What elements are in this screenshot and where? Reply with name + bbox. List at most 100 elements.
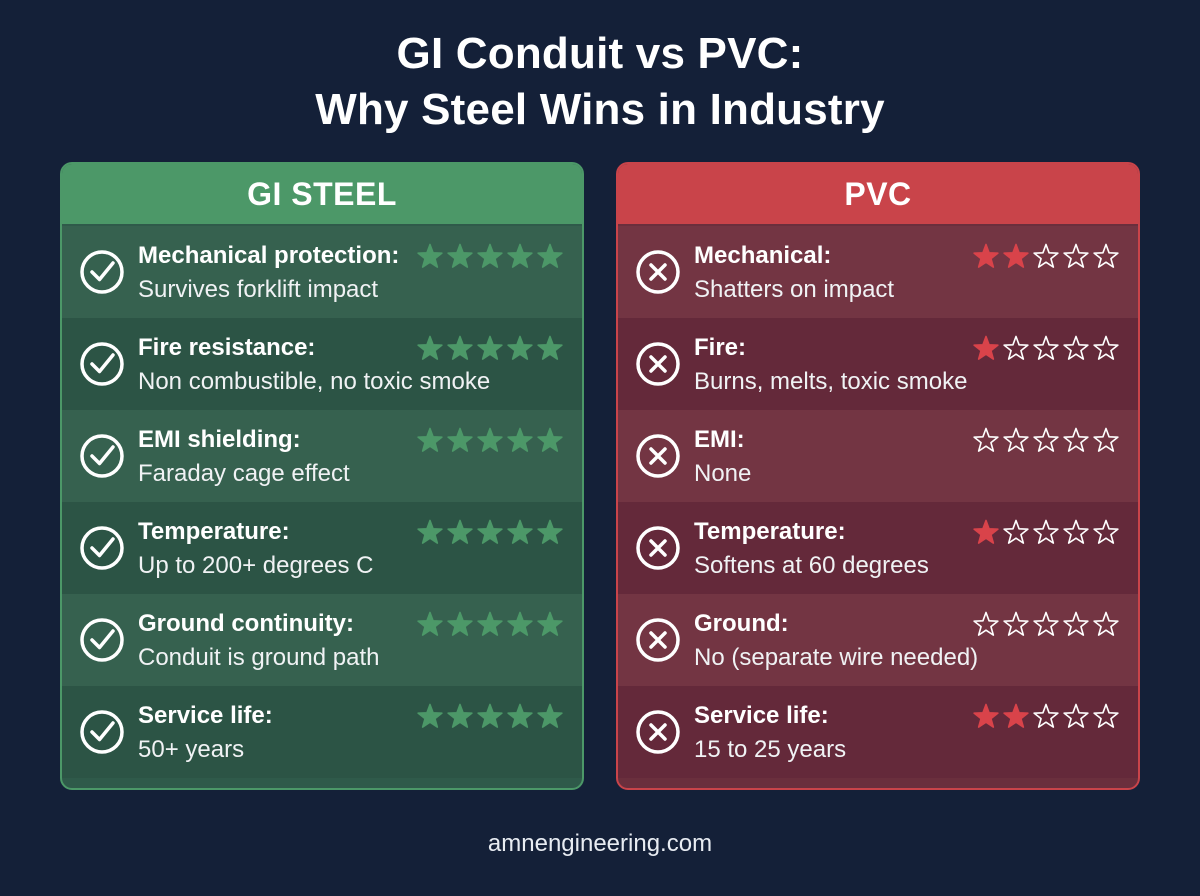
filled-star-icon bbox=[973, 519, 999, 544]
empty-star-icon bbox=[1063, 427, 1089, 452]
filled-star-icon bbox=[537, 335, 563, 360]
pvc-panel: PVC Mechanical: Shatters on impact Fire: Bu… bbox=[616, 162, 1140, 790]
empty-star-icon bbox=[1063, 243, 1089, 268]
x-circle-icon bbox=[636, 342, 680, 386]
star-rating bbox=[972, 426, 1120, 456]
filled-star-icon bbox=[537, 427, 563, 452]
row-description: None bbox=[694, 460, 752, 487]
comparison-row: Fire resistance: Non combustible, no toxi… bbox=[62, 318, 582, 410]
check-circle-icon bbox=[80, 618, 124, 662]
empty-star-icon bbox=[1093, 243, 1119, 268]
filled-star-icon bbox=[417, 703, 443, 728]
filled-star-icon bbox=[447, 519, 473, 544]
panel-header-pvc: PVC bbox=[618, 164, 1138, 224]
empty-star-icon bbox=[973, 427, 999, 452]
star-rating bbox=[972, 518, 1120, 548]
star-rating bbox=[972, 610, 1120, 640]
filled-star-icon bbox=[417, 335, 443, 360]
filled-star-icon bbox=[477, 611, 503, 636]
x-circle-icon bbox=[636, 526, 680, 570]
empty-star-icon bbox=[1003, 427, 1029, 452]
row-label: Fire resistance: bbox=[138, 334, 316, 361]
check-circle-icon bbox=[80, 526, 124, 570]
row-description: Burns, melts, toxic smoke bbox=[694, 368, 968, 395]
empty-star-icon bbox=[1033, 611, 1059, 636]
row-label: Service life: bbox=[694, 702, 829, 729]
filled-star-icon bbox=[477, 335, 503, 360]
filled-star-icon bbox=[447, 611, 473, 636]
filled-star-icon bbox=[1003, 243, 1029, 268]
empty-star-icon bbox=[1093, 335, 1119, 360]
comparison-row: Mechanical protection: Survives forklift … bbox=[62, 226, 582, 318]
pvc-rows: Mechanical: Shatters on impact Fire: Burns,… bbox=[618, 226, 1138, 778]
filled-star-icon bbox=[477, 243, 503, 268]
filled-star-icon bbox=[507, 703, 533, 728]
comparison-row: EMI: None bbox=[618, 410, 1138, 502]
star-rating bbox=[972, 242, 1120, 272]
row-label: Service life: bbox=[138, 702, 273, 729]
star-rating bbox=[416, 426, 564, 456]
star-rating bbox=[972, 334, 1120, 364]
empty-star-icon bbox=[1093, 519, 1119, 544]
star-rating bbox=[416, 242, 564, 272]
row-description: Faraday cage effect bbox=[138, 460, 350, 487]
comparison-row: Mechanical: Shatters on impact bbox=[618, 226, 1138, 318]
row-description: 50+ years bbox=[138, 736, 245, 763]
row-description: Conduit is ground path bbox=[138, 644, 380, 671]
filled-star-icon bbox=[417, 427, 443, 452]
filled-star-icon bbox=[537, 519, 563, 544]
filled-star-icon bbox=[507, 427, 533, 452]
filled-star-icon bbox=[507, 519, 533, 544]
empty-star-icon bbox=[1093, 703, 1119, 728]
filled-star-icon bbox=[477, 427, 503, 452]
empty-star-icon bbox=[1093, 427, 1119, 452]
x-circle-icon bbox=[636, 434, 680, 478]
x-circle-icon bbox=[636, 710, 680, 754]
row-description: Survives forklift impact bbox=[138, 276, 379, 303]
panel-header-gi: GI STEEL bbox=[62, 164, 582, 224]
footer-site-url: amnengineering.com bbox=[487, 830, 713, 857]
check-circle-icon bbox=[80, 250, 124, 294]
filled-star-icon bbox=[477, 519, 503, 544]
filled-star-icon bbox=[507, 611, 533, 636]
star-rating bbox=[416, 334, 564, 364]
row-label: EMI shielding: bbox=[138, 426, 301, 453]
check-circle-icon bbox=[80, 710, 124, 754]
comparison-row: Temperature: Up to 200+ degrees C bbox=[62, 502, 582, 594]
filled-star-icon bbox=[447, 427, 473, 452]
page-title: GI Conduit vs PVC: Why Steel Wins in Ind… bbox=[0, 26, 1200, 138]
gi-steel-panel: GI STEEL Mechanical protection: Survives … bbox=[60, 162, 584, 790]
comparison-row: Temperature: Softens at 60 degrees bbox=[618, 502, 1138, 594]
empty-star-icon bbox=[1033, 335, 1059, 360]
title-line-1: GI Conduit vs PVC: bbox=[396, 29, 804, 78]
row-label: Ground continuity: bbox=[138, 610, 354, 637]
empty-star-icon bbox=[1033, 427, 1059, 452]
row-description: Up to 200+ degrees C bbox=[138, 552, 374, 579]
comparison-row: Service life: 15 to 25 years bbox=[618, 686, 1138, 778]
comparison-row: Service life: 50+ years bbox=[62, 686, 582, 778]
row-label: Fire: bbox=[694, 334, 747, 361]
row-description: Non combustible, no toxic smoke bbox=[138, 368, 491, 395]
comparison-row: Ground: No (separate wire needed) bbox=[618, 594, 1138, 686]
empty-star-icon bbox=[1003, 335, 1029, 360]
empty-star-icon bbox=[973, 611, 999, 636]
row-label: Mechanical protection: bbox=[138, 242, 400, 269]
empty-star-icon bbox=[1003, 519, 1029, 544]
x-circle-icon bbox=[636, 618, 680, 662]
filled-star-icon bbox=[447, 335, 473, 360]
title-line-2: Why Steel Wins in Industry bbox=[315, 85, 885, 134]
star-rating bbox=[416, 702, 564, 732]
filled-star-icon bbox=[973, 243, 999, 268]
filled-star-icon bbox=[447, 703, 473, 728]
empty-star-icon bbox=[1063, 611, 1089, 636]
empty-star-icon bbox=[1033, 703, 1059, 728]
filled-star-icon bbox=[417, 243, 443, 268]
comparison-row: Fire: Burns, melts, toxic smoke bbox=[618, 318, 1138, 410]
comparison-row: Ground continuity: Conduit is ground path bbox=[62, 594, 582, 686]
row-label: Temperature: bbox=[694, 518, 846, 545]
empty-star-icon bbox=[1033, 243, 1059, 268]
star-rating bbox=[416, 518, 564, 548]
empty-star-icon bbox=[1003, 611, 1029, 636]
filled-star-icon bbox=[507, 243, 533, 268]
check-circle-icon bbox=[80, 434, 124, 478]
